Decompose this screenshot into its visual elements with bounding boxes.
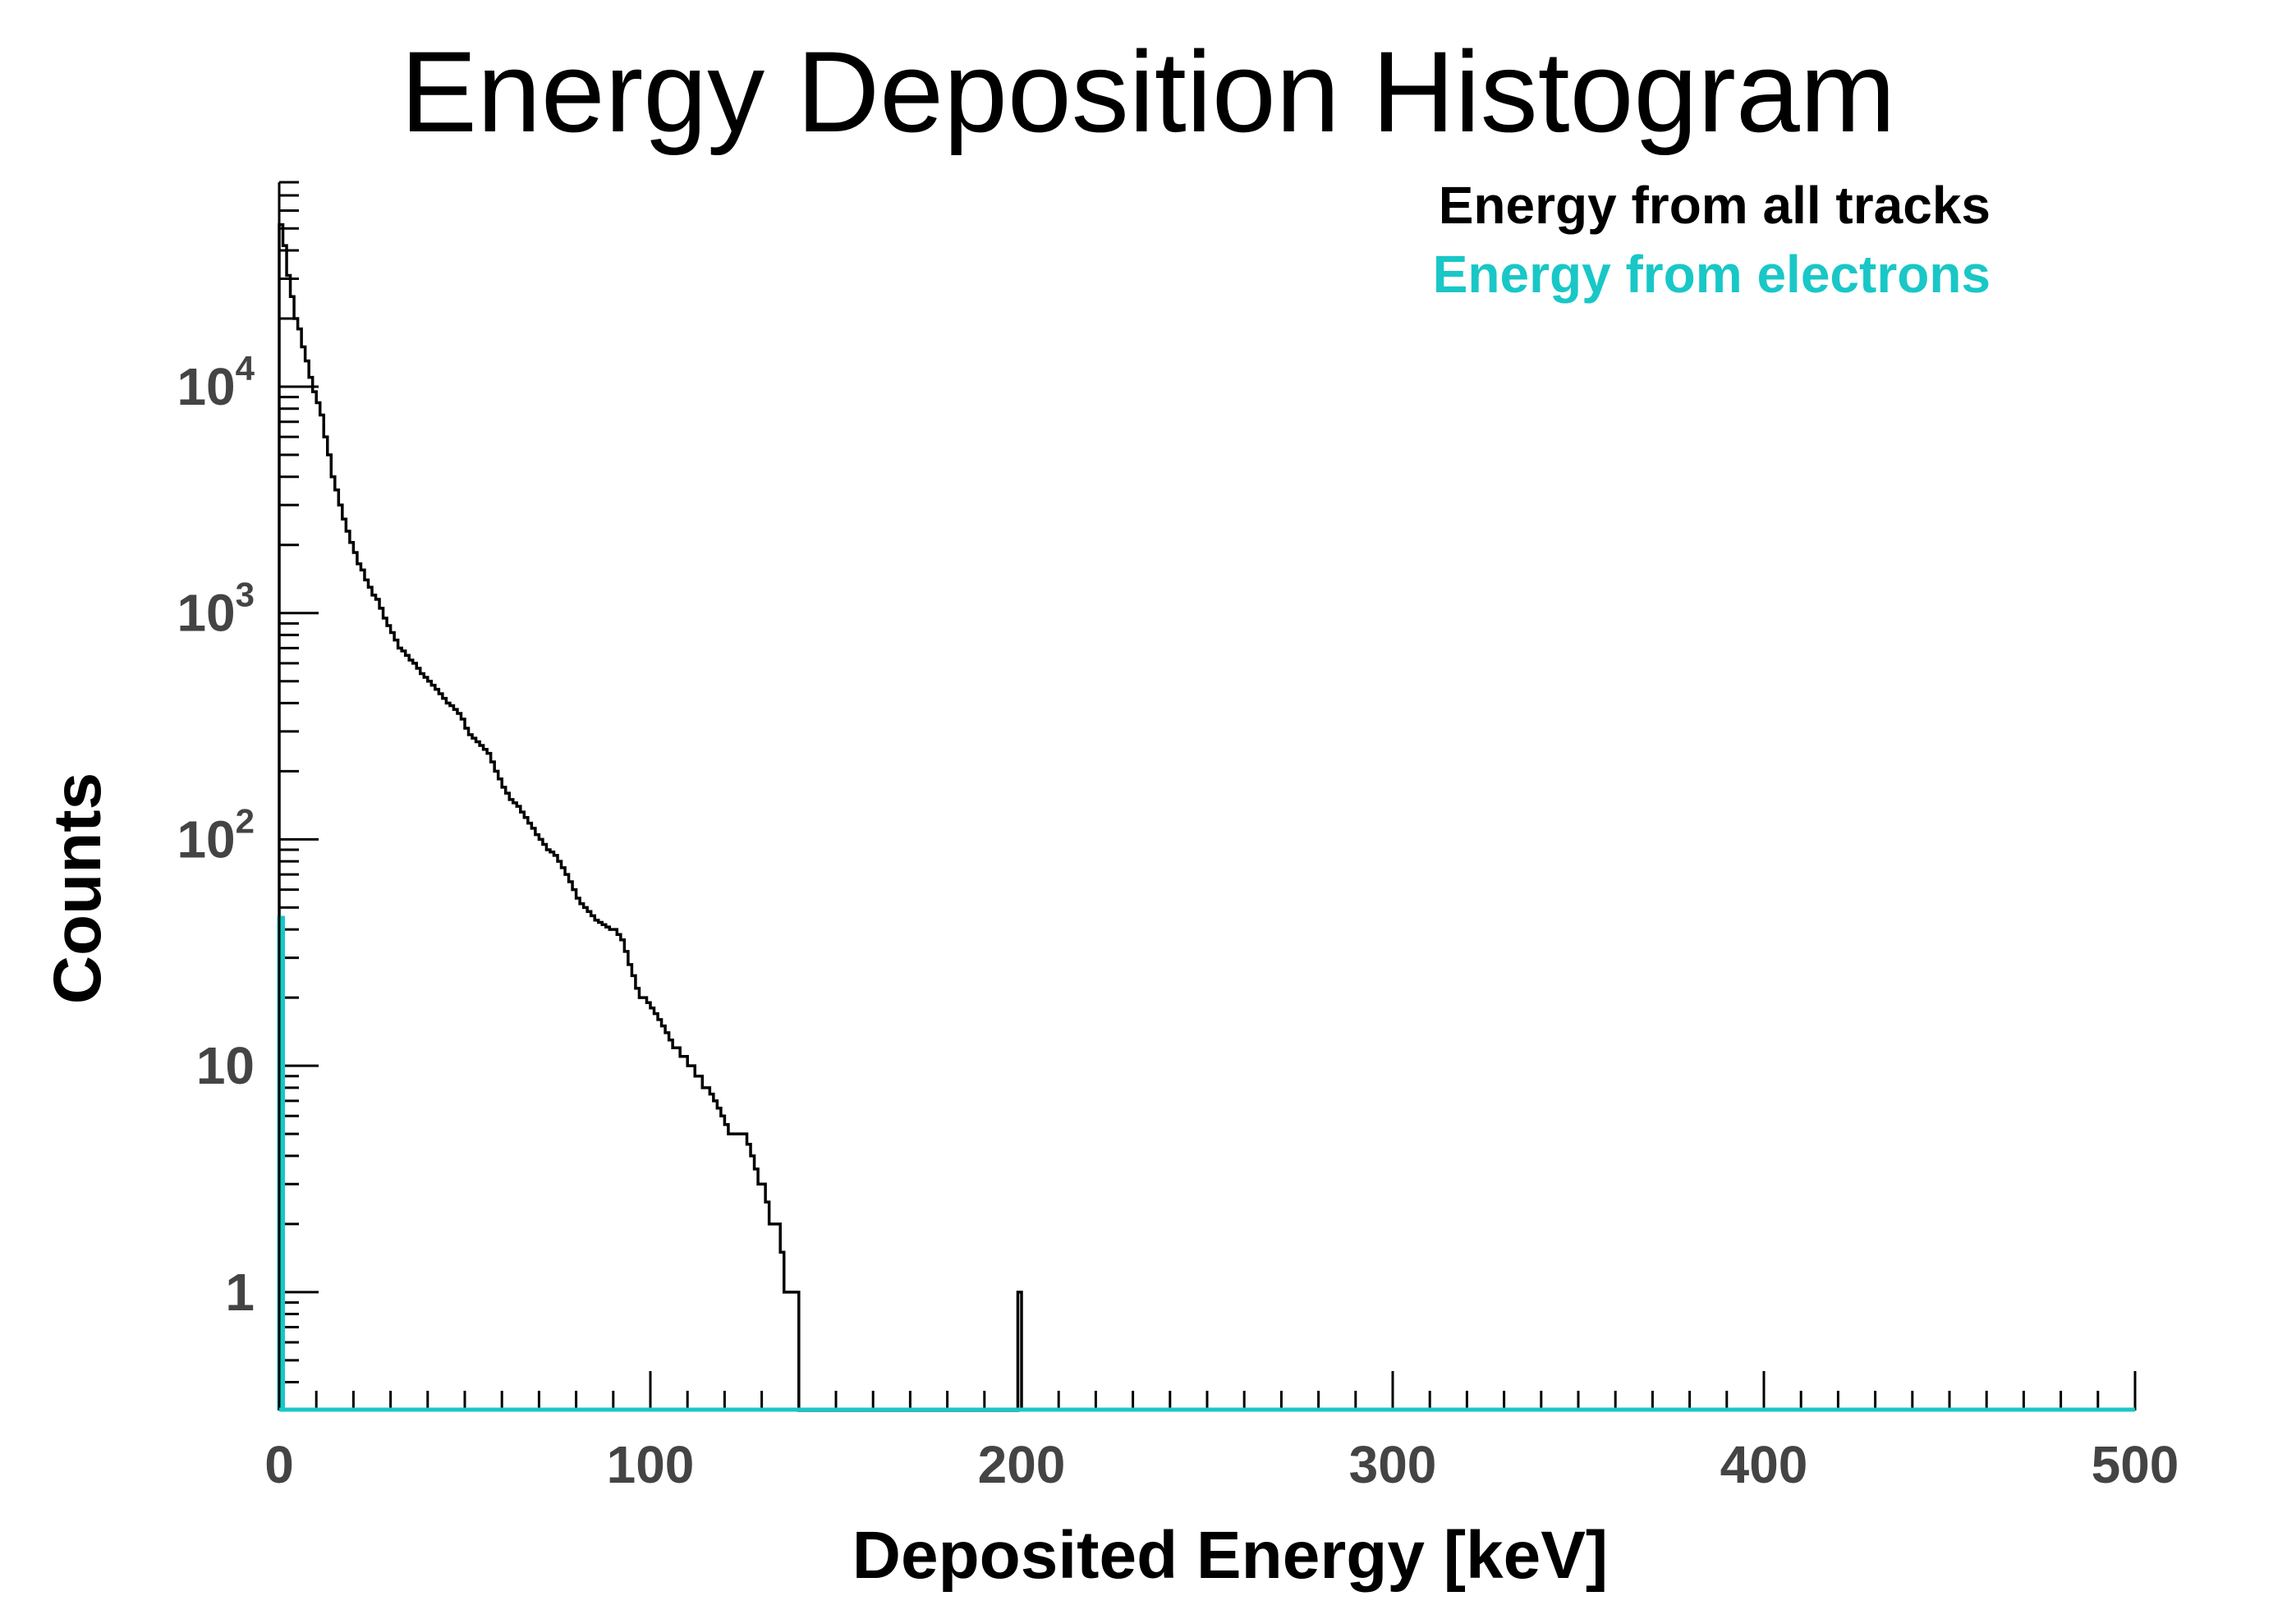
- x-tick-label: 500: [2092, 1435, 2179, 1494]
- y-tick-label: 104: [177, 349, 255, 416]
- x-tick-label: 0: [264, 1435, 294, 1494]
- chart-title: Energy Deposition Histogram: [401, 27, 1896, 156]
- x-tick-label: 200: [978, 1435, 1066, 1494]
- axes: [278, 182, 2135, 1412]
- histogram-line-all-tracks: [278, 222, 1023, 1412]
- axis-ticks: [278, 181, 2137, 1412]
- x-axis-label: Deposited Energy [keV]: [852, 1518, 1608, 1593]
- y-tick-label: 103: [177, 576, 255, 643]
- x-tick-label: 300: [1349, 1435, 1437, 1494]
- y-axis-label: Counts: [40, 773, 115, 1004]
- y-tick-label: 10: [196, 1036, 255, 1095]
- x-tick-label: 100: [607, 1435, 695, 1494]
- y-tick-label: 1: [225, 1263, 255, 1322]
- histogram-series: [277, 222, 1023, 1412]
- x-tick-label: 400: [1720, 1435, 1808, 1494]
- legend-entry-electrons: Energy from electrons: [1433, 245, 1991, 304]
- legend-entry-all-tracks: Energy from all tracks: [1439, 176, 1991, 235]
- y-tick-label: 102: [177, 801, 255, 869]
- axis-tick-labels: 0 100 200 300 400 500 1 10 102 103 104: [177, 349, 2179, 1494]
